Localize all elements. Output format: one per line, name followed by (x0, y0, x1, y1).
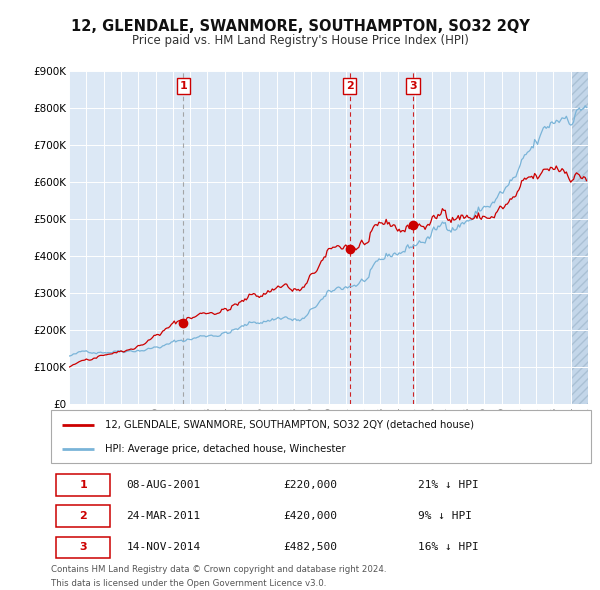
Text: 12, GLENDALE, SWANMORE, SOUTHAMPTON, SO32 2QY (detached house): 12, GLENDALE, SWANMORE, SOUTHAMPTON, SO3… (105, 420, 474, 430)
Text: Price paid vs. HM Land Registry's House Price Index (HPI): Price paid vs. HM Land Registry's House … (131, 34, 469, 47)
Text: 3: 3 (409, 81, 417, 91)
Text: 16% ↓ HPI: 16% ↓ HPI (418, 542, 479, 552)
Bar (571, 71, 588, 404)
Text: 9% ↓ HPI: 9% ↓ HPI (418, 512, 472, 521)
Text: £482,500: £482,500 (283, 542, 337, 552)
Text: This data is licensed under the Open Government Licence v3.0.: This data is licensed under the Open Gov… (51, 579, 326, 588)
Text: 2: 2 (346, 81, 353, 91)
Text: £220,000: £220,000 (283, 480, 337, 490)
FancyBboxPatch shape (56, 474, 110, 496)
Text: 12, GLENDALE, SWANMORE, SOUTHAMPTON, SO32 2QY: 12, GLENDALE, SWANMORE, SOUTHAMPTON, SO3… (71, 19, 529, 34)
FancyBboxPatch shape (51, 410, 591, 463)
Text: Contains HM Land Registry data © Crown copyright and database right 2024.: Contains HM Land Registry data © Crown c… (51, 565, 386, 573)
Text: 24-MAR-2011: 24-MAR-2011 (127, 512, 201, 521)
Text: 14-NOV-2014: 14-NOV-2014 (127, 542, 201, 552)
Text: 2: 2 (80, 512, 87, 521)
Text: 21% ↓ HPI: 21% ↓ HPI (418, 480, 479, 490)
Text: 1: 1 (80, 480, 87, 490)
FancyBboxPatch shape (56, 536, 110, 558)
Text: HPI: Average price, detached house, Winchester: HPI: Average price, detached house, Winc… (105, 444, 346, 454)
Text: 08-AUG-2001: 08-AUG-2001 (127, 480, 201, 490)
Text: £420,000: £420,000 (283, 512, 337, 521)
Bar (571, 71, 588, 404)
FancyBboxPatch shape (56, 506, 110, 527)
Text: 3: 3 (80, 542, 87, 552)
Text: 1: 1 (179, 81, 187, 91)
